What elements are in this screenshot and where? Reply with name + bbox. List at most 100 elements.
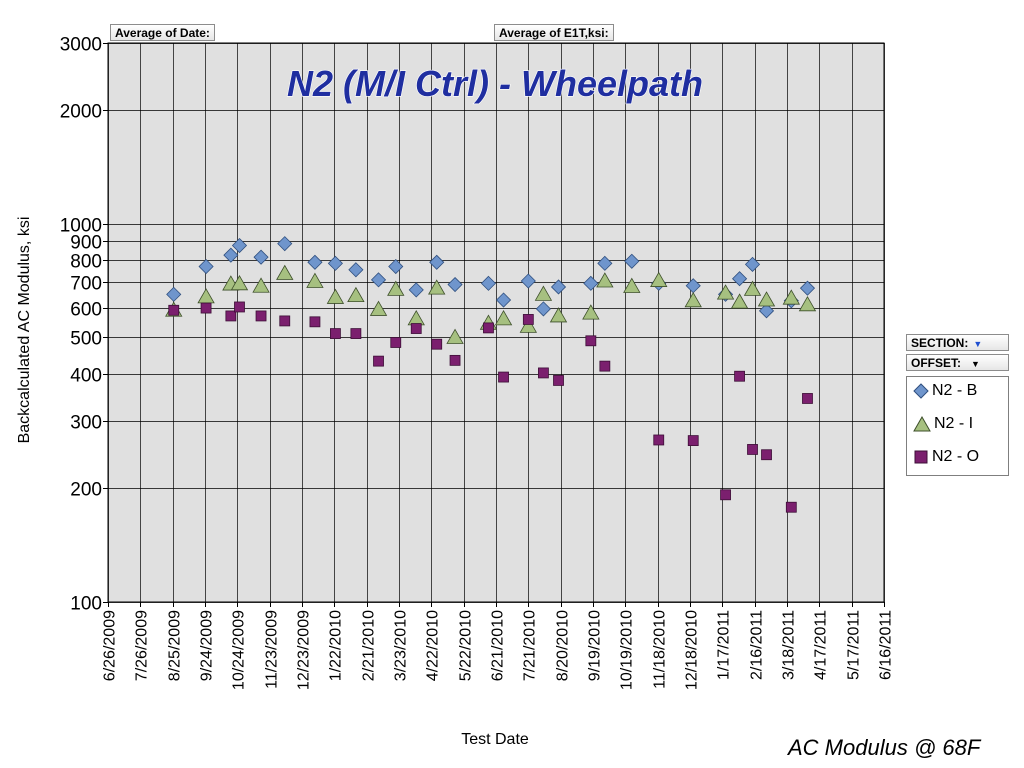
data-point-o[interactable] — [498, 371, 509, 383]
chevron-down-icon: ▼ — [971, 359, 980, 369]
data-point-i[interactable] — [347, 286, 365, 303]
data-point-b[interactable] — [370, 272, 387, 288]
data-point-i[interactable] — [534, 285, 553, 301]
data-point-b[interactable] — [447, 276, 463, 293]
data-point-o[interactable] — [761, 449, 772, 461]
data-point-b[interactable] — [198, 258, 214, 275]
data-point-o[interactable] — [168, 304, 180, 316]
data-point-i[interactable] — [743, 280, 762, 296]
data-point-b[interactable] — [520, 273, 536, 289]
data-point-i[interactable] — [428, 279, 446, 295]
offset-filter-button[interactable]: OFFSET: ▼ — [906, 354, 1009, 371]
data-point-b[interactable] — [535, 301, 551, 317]
data-point-b[interactable] — [348, 262, 364, 278]
data-point-i[interactable] — [798, 295, 817, 312]
data-point-i[interactable] — [252, 277, 270, 293]
data-point-b[interactable] — [583, 275, 599, 291]
data-point-o[interactable] — [599, 360, 611, 372]
data-point-o[interactable] — [785, 501, 797, 513]
data-point-i[interactable] — [549, 307, 568, 323]
data-point-b[interactable] — [166, 286, 182, 302]
data-point-b[interactable] — [597, 255, 613, 271]
data-point-o[interactable] — [309, 316, 321, 328]
data-point-i[interactable] — [650, 271, 668, 287]
data-point-o[interactable] — [747, 444, 758, 455]
legend-item-b[interactable]: N2 - B — [913, 380, 977, 402]
data-point-i[interactable] — [387, 280, 405, 296]
data-point-i[interactable] — [757, 291, 776, 307]
data-point-o[interactable] — [410, 323, 422, 334]
data-point-b[interactable] — [550, 279, 567, 295]
data-point-i[interactable] — [582, 304, 600, 320]
data-point-o[interactable] — [538, 367, 549, 379]
data-point-b[interactable] — [277, 236, 293, 252]
data-point-b[interactable] — [253, 249, 269, 265]
data-point-o[interactable] — [522, 314, 534, 325]
y-tick-label: 200 — [70, 480, 102, 501]
plot-background — [107, 42, 885, 603]
section-filter-button[interactable]: SECTION: ▼ — [906, 334, 1009, 351]
data-point-i[interactable] — [782, 289, 801, 305]
pivot-value-field-button[interactable]: Average of E1T,ksi: — [494, 24, 614, 41]
data-point-b[interactable] — [408, 282, 424, 298]
data-point-b[interactable] — [231, 237, 248, 254]
data-point-b[interactable] — [732, 271, 748, 287]
legend-item-o[interactable]: N2 - O — [913, 446, 979, 468]
data-point-o[interactable] — [653, 434, 665, 446]
data-point-i[interactable] — [596, 272, 614, 288]
data-point-i[interactable] — [494, 310, 513, 326]
data-point-o[interactable] — [279, 315, 291, 327]
data-point-b[interactable] — [758, 303, 775, 319]
data-point-i[interactable] — [306, 272, 324, 288]
data-point-b[interactable] — [799, 280, 816, 296]
data-point-o[interactable] — [200, 302, 212, 314]
data-point-i[interactable] — [369, 300, 388, 316]
x-tick-label: 2/21/2010 — [361, 610, 378, 681]
data-point-i[interactable] — [730, 293, 749, 309]
data-point-o[interactable] — [225, 310, 237, 322]
data-point-o[interactable] — [483, 322, 494, 334]
x-tick-label: 12/18/2010 — [684, 610, 701, 690]
data-point-o[interactable] — [330, 328, 341, 339]
data-point-o[interactable] — [734, 370, 745, 382]
data-point-o[interactable] — [720, 489, 731, 501]
data-series — [165, 236, 817, 513]
data-point-b[interactable] — [223, 247, 239, 263]
data-point-o[interactable] — [802, 393, 813, 404]
data-point-o[interactable] — [255, 310, 267, 322]
x-tick-label: 8/20/2010 — [555, 610, 572, 681]
data-point-o[interactable] — [687, 435, 699, 446]
y-tick-label: 700 — [70, 274, 102, 295]
data-point-i[interactable] — [716, 284, 735, 300]
data-point-i[interactable] — [519, 317, 538, 333]
legend-item-i[interactable]: N2 - I — [913, 413, 973, 435]
section-filter-label: SECTION: — [911, 336, 969, 350]
data-point-o[interactable] — [553, 375, 564, 386]
pivot-date-field-button[interactable]: Average of Date: — [110, 24, 215, 41]
legend: N2 - B N2 - I N2 - O — [906, 376, 1009, 476]
x-tick-label: 3/18/2011 — [781, 610, 798, 680]
data-point-i[interactable] — [276, 264, 294, 280]
data-point-i[interactable] — [326, 288, 345, 304]
data-point-o[interactable] — [390, 337, 402, 348]
data-point-o[interactable] — [449, 354, 461, 366]
x-tick-label: 9/19/2010 — [587, 610, 604, 681]
data-point-i[interactable] — [446, 328, 464, 344]
data-point-b[interactable] — [307, 254, 323, 270]
data-point-b[interactable] — [388, 258, 404, 275]
data-point-b[interactable] — [327, 255, 343, 271]
data-point-b[interactable] — [624, 253, 640, 269]
data-point-o[interactable] — [373, 355, 384, 367]
data-point-i[interactable] — [623, 277, 641, 293]
data-point-o[interactable] — [431, 338, 443, 350]
data-point-o[interactable] — [234, 301, 245, 313]
data-point-b[interactable] — [744, 256, 761, 272]
data-point-o[interactable] — [350, 328, 362, 339]
data-point-b[interactable] — [495, 292, 512, 308]
data-point-i[interactable] — [230, 275, 249, 291]
data-point-o[interactable] — [585, 335, 597, 347]
data-point-i[interactable] — [684, 292, 702, 308]
data-point-b[interactable] — [429, 254, 445, 270]
data-point-b[interactable] — [480, 275, 497, 291]
x-tick-label: 6/16/2011 — [878, 610, 895, 680]
